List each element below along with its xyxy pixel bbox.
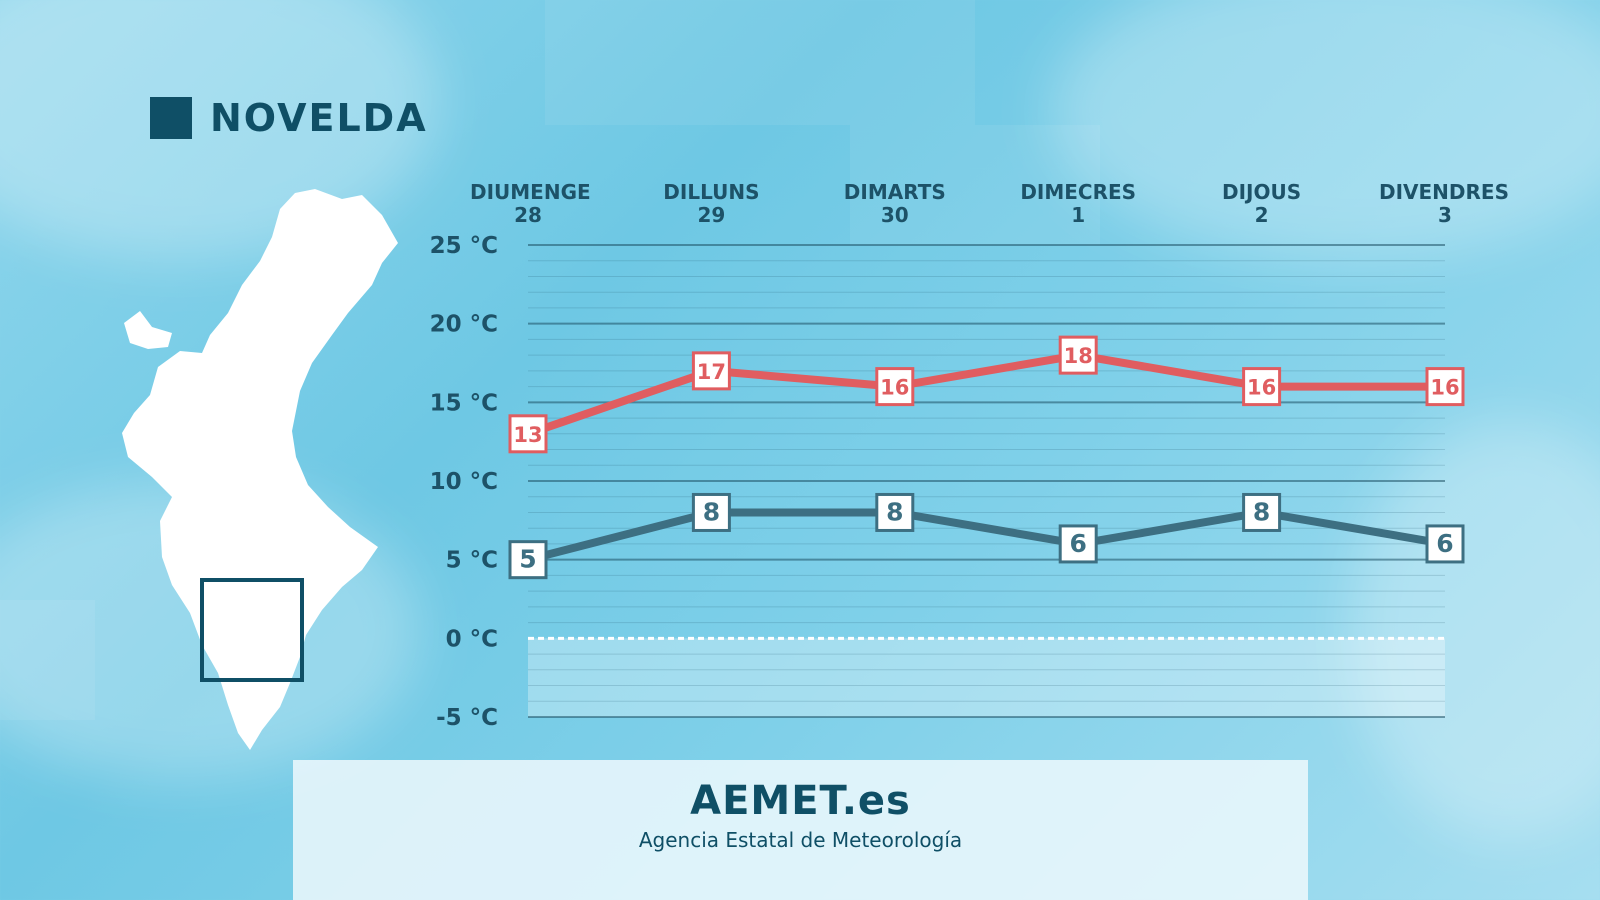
background-tile [850, 125, 1100, 245]
valencia-enclave-map [124, 311, 172, 349]
data-point-box [1058, 335, 1098, 375]
background-cloud [1350, 420, 1600, 840]
data-label-min: 6 [1436, 529, 1453, 558]
data-point-max: 16 [875, 367, 915, 407]
location-frame-icon [200, 578, 304, 682]
below-zero-band [528, 638, 1445, 717]
data-point-box [875, 492, 915, 532]
data-label-max: 16 [1430, 376, 1459, 400]
background-tile [545, 0, 975, 125]
x-tick-date: 29 [697, 203, 725, 227]
data-point-max: 17 [691, 351, 731, 391]
data-point-box [691, 492, 731, 532]
chart-grid [528, 244, 1445, 718]
x-tick-day: DIMARTS [844, 180, 946, 204]
background-tile [0, 600, 95, 720]
y-tick-label: 25 °C [430, 233, 498, 259]
data-label-max: 18 [1064, 344, 1093, 368]
chart-series-lines [524, 351, 1449, 564]
data-point-min: 6 [1058, 524, 1098, 564]
location-header: NOVELDA [150, 96, 428, 140]
data-point-box [508, 414, 548, 454]
footer-subtitle: Agencia Estatal de Meteorología [638, 828, 963, 852]
data-label-min: 5 [519, 545, 536, 574]
x-tick-day: DILLUNS [663, 180, 759, 204]
x-tick-date: 30 [881, 203, 909, 227]
data-point-min: 6 [1425, 524, 1465, 564]
x-tick-day: DIUMENGE [470, 180, 591, 204]
data-point-max: 18 [1058, 335, 1098, 375]
x-tick-day: DIMECRES [1020, 180, 1136, 204]
data-point-min: 8 [875, 492, 915, 532]
location-title: NOVELDA [210, 96, 428, 140]
data-point-max: 16 [1425, 367, 1465, 407]
chart-data-points: 13 17 16 18 16 16 5 8 8 6 8 6 [508, 335, 1465, 580]
data-label-min: 8 [886, 497, 903, 526]
x-tick-date: 2 [1255, 203, 1269, 227]
data-point-box [1425, 367, 1465, 407]
data-label-max: 16 [880, 376, 909, 400]
x-tick-day: DIVENDRES [1379, 180, 1509, 204]
y-tick-label: 5 °C [446, 548, 498, 574]
data-point-box [875, 367, 915, 407]
y-tick-label: -5 °C [436, 705, 498, 731]
x-tick-date: 28 [514, 203, 542, 227]
data-point-box [1058, 524, 1098, 564]
x-tick-day: DIJOUS [1222, 180, 1301, 204]
data-label-min: 8 [1253, 497, 1270, 526]
data-point-box [1242, 367, 1282, 407]
y-tick-label: 0 °C [446, 626, 498, 652]
region-map-icon [122, 189, 398, 750]
data-point-max: 16 [1242, 367, 1282, 407]
data-point-box [1425, 524, 1465, 564]
x-tick-date: 1 [1071, 203, 1085, 227]
data-point-min: 5 [508, 540, 548, 580]
series-line-min [524, 508, 1449, 564]
data-point-box [691, 351, 731, 391]
data-label-max: 16 [1247, 376, 1276, 400]
valencia-region-map [122, 189, 398, 750]
x-tick-date: 3 [1438, 203, 1452, 227]
background-cloud [1050, 0, 1600, 260]
footer-banner: AEMET.es Agencia Estatal de Meteorología [293, 760, 1308, 900]
data-label-max: 17 [697, 360, 726, 384]
series-line-max [524, 351, 1449, 438]
title-marker-icon [150, 97, 192, 139]
data-label-max: 13 [513, 423, 542, 447]
y-axis-labels: 25 °C 20 °C 15 °C 10 °C 5 °C 0 °C -5 °C [430, 233, 498, 731]
footer-brand: AEMET.es [690, 778, 911, 824]
data-point-max: 13 [508, 414, 548, 454]
data-label-min: 6 [1069, 529, 1086, 558]
data-point-min: 8 [1242, 492, 1282, 532]
y-tick-label: 20 °C [430, 312, 498, 338]
y-tick-label: 10 °C [430, 469, 498, 495]
y-tick-label: 15 °C [430, 390, 498, 416]
data-label-min: 8 [703, 497, 720, 526]
data-point-box [508, 540, 548, 580]
data-point-box [1242, 492, 1282, 532]
data-point-min: 8 [691, 492, 731, 532]
below-zero-area [528, 638, 1445, 717]
